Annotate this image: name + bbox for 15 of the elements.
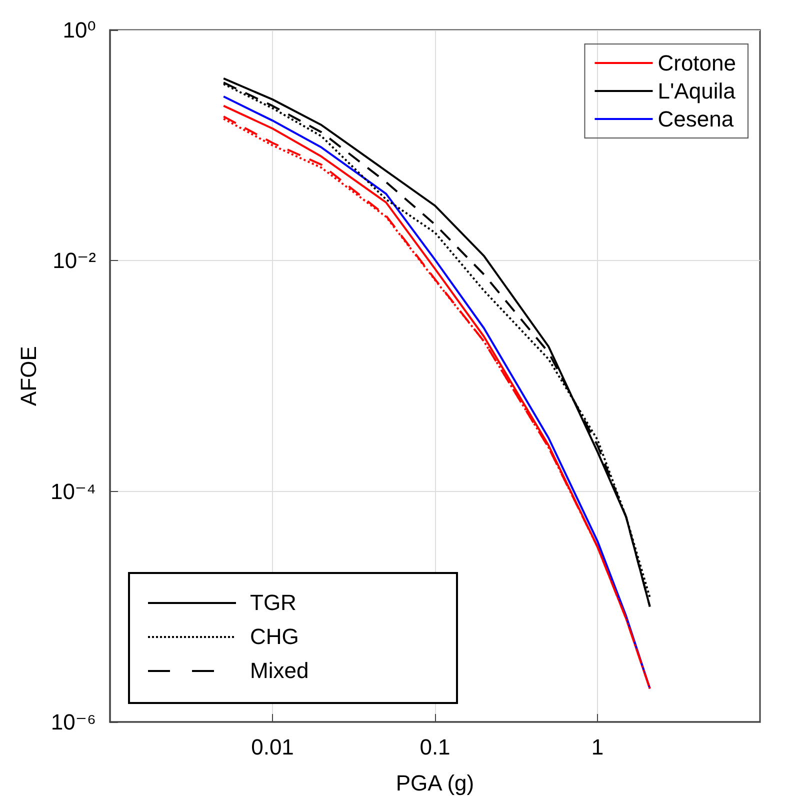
y-axis-title: AFOE <box>16 346 42 406</box>
legend-label: Cesena <box>658 106 734 132</box>
x-tick-label: 0.1 <box>420 734 450 760</box>
annotation: TGR <box>250 590 296 616</box>
x-tick-label: 0.01 <box>251 734 294 760</box>
annotation: CHG <box>250 624 299 650</box>
y-tick-label: 10⁻⁶ <box>50 710 96 734</box>
y-tick-label: 10⁻² <box>52 248 96 274</box>
legend-label: L'Aquila <box>658 78 736 104</box>
annotation: Mixed <box>250 658 309 684</box>
x-axis-title: PGA (g) <box>396 770 474 796</box>
legend-label: Crotone <box>658 50 736 76</box>
y-tick-label: 10⁻⁴ <box>50 478 96 504</box>
x-tick-label: 1 <box>591 734 604 760</box>
y-tick-label: 10⁰ <box>62 18 96 42</box>
